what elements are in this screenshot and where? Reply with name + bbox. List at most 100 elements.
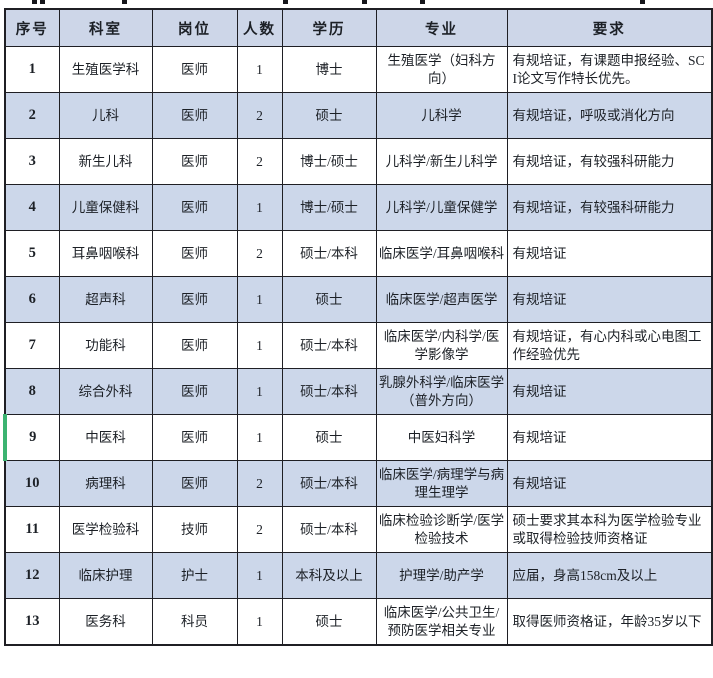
cell-position: 技师 bbox=[151, 506, 238, 553]
table-row-4: 4 儿童保健科 医师 1 博士/硕士 儿科学/儿童保健学 有规培证，有较强科研能力 bbox=[4, 184, 713, 231]
cell-requirement: 有规培证，有课题申报经验、SCI论文写作特长优先。 bbox=[506, 46, 713, 93]
cell-department: 医务科 bbox=[58, 598, 153, 646]
column-header-no: 序号 bbox=[4, 8, 60, 47]
cell-position: 医师 bbox=[151, 184, 238, 231]
table-row-13: 13 医务科 科员 1 硕士 临床医学/公共卫生/预防医学相关专业 取得医师资格证，年龄35… bbox=[4, 598, 713, 646]
cell-requirement: 取得医师资格证，年龄35岁以下 bbox=[506, 598, 713, 646]
cell-no: 9 bbox=[3, 414, 60, 461]
cell-no: 6 bbox=[4, 276, 60, 323]
cell-major: 护理学/助产学 bbox=[375, 552, 508, 599]
column-header-department: 科室 bbox=[58, 8, 153, 47]
cell-count: 1 bbox=[236, 552, 283, 599]
cell-education: 博士/硕士 bbox=[281, 184, 377, 231]
clipped-text-fragment bbox=[420, 0, 425, 4]
cell-no: 10 bbox=[4, 460, 60, 507]
cell-position: 医师 bbox=[151, 322, 238, 369]
table-row-2: 2 儿科 医师 2 硕士 儿科学 有规培证，呼吸或消化方向 bbox=[4, 92, 713, 139]
cell-count: 1 bbox=[236, 322, 283, 369]
cell-position: 医师 bbox=[151, 460, 238, 507]
cell-count: 2 bbox=[236, 506, 283, 553]
cell-requirement: 有规培证 bbox=[506, 276, 713, 323]
cell-count: 1 bbox=[236, 598, 283, 646]
cell-count: 2 bbox=[236, 92, 283, 139]
table-row-11: 11 医学检验科 技师 2 硕士/本科 临床检验诊断学/医学检验技术 硕士要求其本科为医学检… bbox=[4, 506, 713, 553]
cell-position: 科员 bbox=[151, 598, 238, 646]
cell-education: 硕士/本科 bbox=[281, 506, 377, 553]
cell-department: 中医科 bbox=[58, 414, 153, 461]
cell-requirement: 有规培证 bbox=[506, 460, 713, 507]
cell-education: 硕士 bbox=[281, 598, 377, 646]
cell-department: 病理科 bbox=[58, 460, 153, 507]
cell-no: 8 bbox=[4, 368, 60, 415]
cell-requirement: 有规培证，有心内科或心电图工作经验优先 bbox=[506, 322, 713, 369]
column-header-count: 人数 bbox=[236, 8, 283, 47]
cell-no: 11 bbox=[4, 506, 60, 553]
cell-education: 硕士 bbox=[281, 92, 377, 139]
clipped-text-fragment bbox=[640, 0, 645, 4]
cell-major: 生殖医学（妇科方向） bbox=[375, 46, 508, 93]
cell-requirement: 有规培证 bbox=[506, 414, 713, 461]
cell-position: 医师 bbox=[151, 230, 238, 277]
cell-position: 护士 bbox=[151, 552, 238, 599]
cell-position: 医师 bbox=[151, 92, 238, 139]
cell-education: 本科及以上 bbox=[281, 552, 377, 599]
table-row-12: 12 临床护理 护士 1 本科及以上 护理学/助产学 应届，身高158cm及以上 bbox=[4, 552, 713, 599]
cell-major: 临床医学/病理学与病理生理学 bbox=[375, 460, 508, 507]
cell-department: 生殖医学科 bbox=[58, 46, 153, 93]
cell-education: 硕士/本科 bbox=[281, 368, 377, 415]
cell-department: 综合外科 bbox=[58, 368, 153, 415]
cell-department: 儿童保健科 bbox=[58, 184, 153, 231]
table-row-10: 10 病理科 医师 2 硕士/本科 临床医学/病理学与病理生理学 有规培证 bbox=[4, 460, 713, 507]
cell-position: 医师 bbox=[151, 368, 238, 415]
cell-department: 儿科 bbox=[58, 92, 153, 139]
cell-count: 2 bbox=[236, 230, 283, 277]
cell-no: 12 bbox=[4, 552, 60, 599]
cell-major: 儿科学/新生儿科学 bbox=[375, 138, 508, 185]
cell-requirement: 应届，身高158cm及以上 bbox=[506, 552, 713, 599]
clipped-text-fragment bbox=[40, 0, 45, 4]
cell-education: 硕士 bbox=[281, 414, 377, 461]
cell-department: 临床护理 bbox=[58, 552, 153, 599]
cell-education: 博士 bbox=[281, 46, 377, 93]
cell-education: 博士/硕士 bbox=[281, 138, 377, 185]
cell-major: 儿科学/儿童保健学 bbox=[375, 184, 508, 231]
cell-position: 医师 bbox=[151, 138, 238, 185]
clipped-text-fragment bbox=[32, 0, 37, 4]
cell-requirement: 有规培证 bbox=[506, 230, 713, 277]
cell-no: 1 bbox=[4, 46, 60, 93]
table-row-6: 6 超声科 医师 1 硕士 临床医学/超声医学 有规培证 bbox=[4, 276, 713, 323]
table-header-row: 序号 科室 岗位 人数 学历 专业 要求 bbox=[4, 8, 713, 47]
cell-count: 1 bbox=[236, 184, 283, 231]
cell-education: 硕士 bbox=[281, 276, 377, 323]
cell-education: 硕士/本科 bbox=[281, 230, 377, 277]
cell-no: 5 bbox=[4, 230, 60, 277]
column-header-education: 学历 bbox=[281, 8, 377, 47]
cell-count: 1 bbox=[236, 368, 283, 415]
cell-major: 儿科学 bbox=[375, 92, 508, 139]
cell-major: 临床医学/内科学/医学影像学 bbox=[375, 322, 508, 369]
cell-department: 医学检验科 bbox=[58, 506, 153, 553]
cell-no: 7 bbox=[4, 322, 60, 369]
table-row-3: 3 新生儿科 医师 2 博士/硕士 儿科学/新生儿科学 有规培证，有较强科研能力 bbox=[4, 138, 713, 185]
table-row-9: 9 中医科 医师 1 硕士 中医妇科学 有规培证 bbox=[3, 414, 713, 461]
cell-count: 2 bbox=[236, 138, 283, 185]
cell-position: 医师 bbox=[151, 414, 238, 461]
cell-major: 中医妇科学 bbox=[375, 414, 508, 461]
cell-requirement: 有规培证，有较强科研能力 bbox=[506, 184, 713, 231]
cell-no: 4 bbox=[4, 184, 60, 231]
cell-department: 新生儿科 bbox=[58, 138, 153, 185]
cell-count: 2 bbox=[236, 460, 283, 507]
cell-requirement: 有规培证，呼吸或消化方向 bbox=[506, 92, 713, 139]
column-header-major: 专业 bbox=[375, 8, 508, 47]
column-header-position: 岗位 bbox=[151, 8, 238, 47]
cell-count: 1 bbox=[236, 414, 283, 461]
cell-major: 临床医学/超声医学 bbox=[375, 276, 508, 323]
cell-requirement: 硕士要求其本科为医学检验专业或取得检验技师资格证 bbox=[506, 506, 713, 553]
clipped-text-fragment bbox=[283, 0, 288, 4]
cell-department: 功能科 bbox=[58, 322, 153, 369]
cell-major: 乳腺外科学/临床医学（普外方向） bbox=[375, 368, 508, 415]
cell-count: 1 bbox=[236, 46, 283, 93]
cell-position: 医师 bbox=[151, 46, 238, 93]
cell-no: 13 bbox=[4, 598, 60, 646]
cell-position: 医师 bbox=[151, 276, 238, 323]
